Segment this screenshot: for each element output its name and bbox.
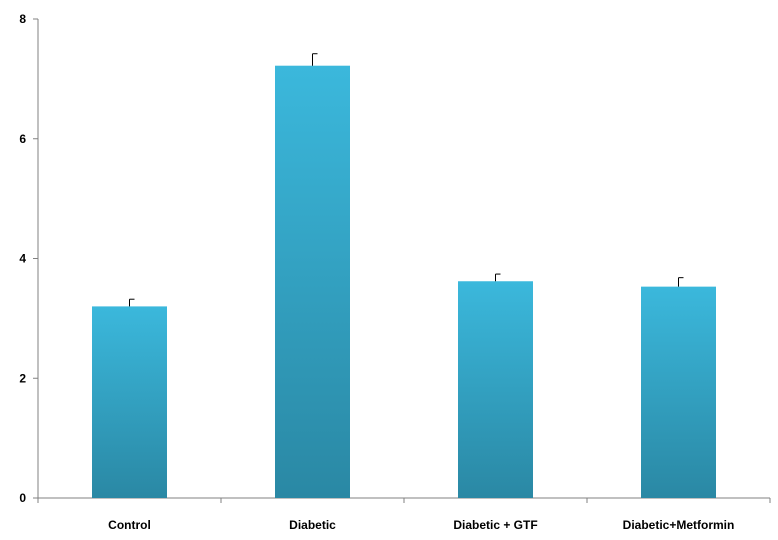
y-tick-label: 2 — [19, 371, 26, 385]
x-tick-label: Diabetic+Metformin — [623, 518, 735, 532]
y-axis-ticks: 0 2 4 6 8 — [19, 12, 38, 505]
x-tick-label: Diabetic + GTF — [453, 518, 537, 532]
x-tick-label: Control — [108, 518, 151, 532]
y-tick-label: 4 — [19, 252, 26, 266]
y-tick-label: 6 — [19, 132, 26, 146]
bar — [275, 65, 350, 498]
y-tick-label: 8 — [19, 12, 26, 26]
x-tick-label: Diabetic — [289, 518, 336, 532]
bar — [458, 281, 533, 498]
y-tick-label: 0 — [19, 491, 26, 505]
bar — [92, 306, 167, 498]
x-axis-ticks: Control Diabetic Diabetic + GTF Diabetic+Me… — [37, 498, 771, 532]
bars — [92, 65, 716, 498]
error-bars — [129, 53, 684, 307]
bar — [641, 286, 716, 498]
